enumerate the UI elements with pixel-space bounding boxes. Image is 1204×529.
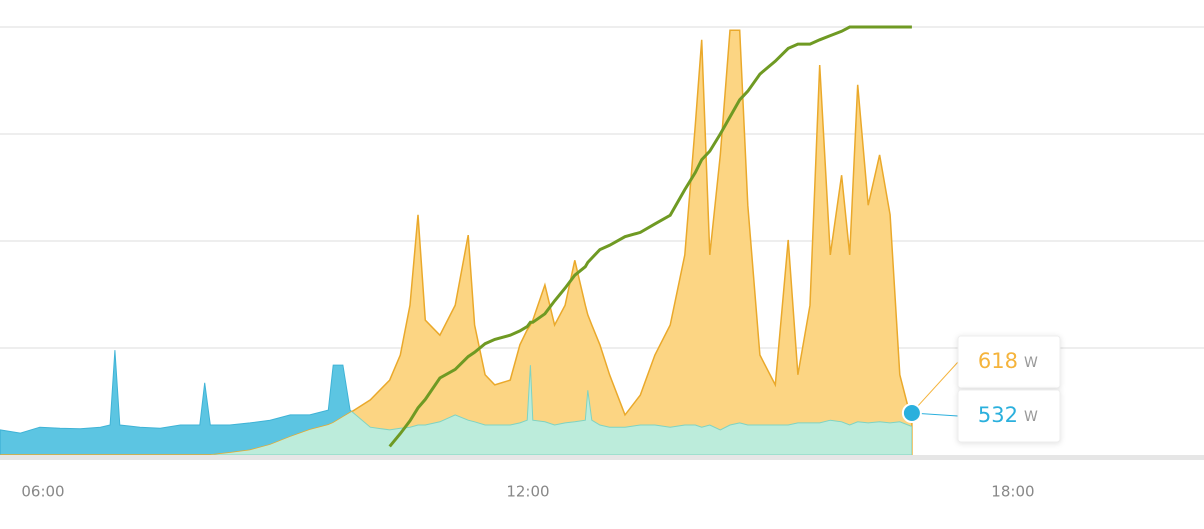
end-dot <box>901 403 922 423</box>
x-axis <box>0 455 1204 460</box>
x-tick-label: 12:00 <box>506 483 549 501</box>
tooltip-value: 618 <box>978 349 1018 373</box>
tooltip-unit: W <box>1024 355 1038 371</box>
cumulative-line <box>388 25 912 448</box>
tooltip-box <box>957 335 1061 389</box>
x-tick-label: 06:00 <box>21 483 64 501</box>
tooltip-value: 532 <box>978 403 1018 427</box>
tooltip-box <box>957 389 1061 443</box>
tooltip-connector <box>911 361 959 413</box>
solar-area <box>0 29 913 456</box>
x-tick-label: 18:00 <box>991 483 1034 501</box>
tooltip-unit: W <box>1024 409 1038 425</box>
